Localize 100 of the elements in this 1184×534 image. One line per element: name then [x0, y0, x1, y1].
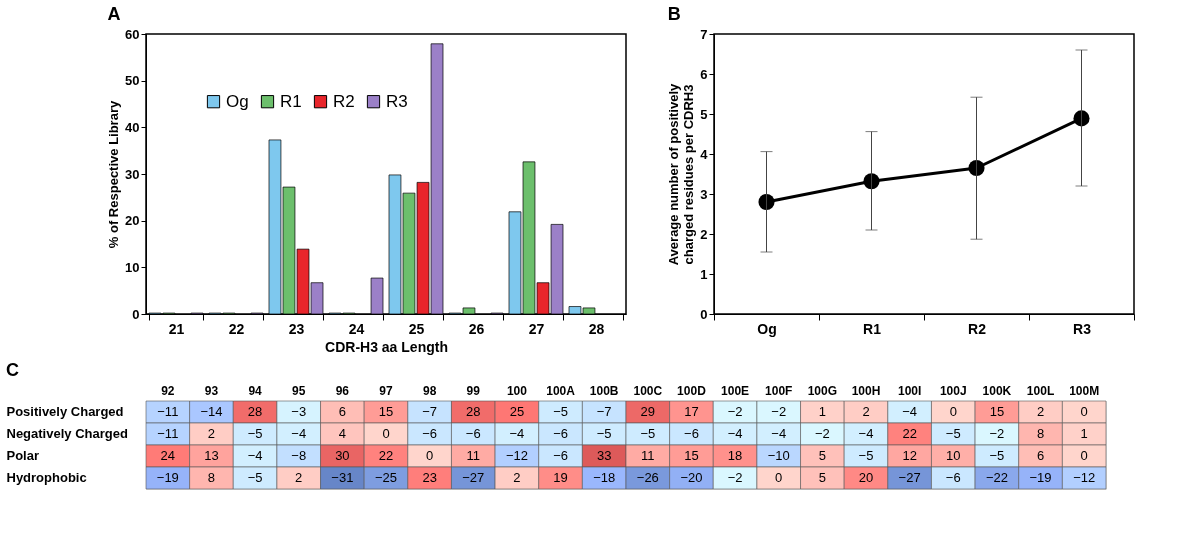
y-axis-title: % of Respective Library: [106, 100, 122, 249]
data-label: −22: [985, 470, 1008, 485]
data-label: −18: [593, 470, 616, 485]
data-label: 17: [684, 404, 699, 419]
x-tick-label: R1: [863, 320, 882, 337]
data-label: −5: [945, 426, 961, 441]
data-label: 0: [382, 426, 390, 441]
data-label: 15: [378, 404, 394, 419]
x-tick-label: 100H: [851, 383, 881, 398]
x-tick-label: 99: [466, 383, 481, 398]
x-tick-label: 93: [204, 383, 219, 398]
y-tick-label: 20: [125, 213, 140, 229]
y-tick-label: Polar: [6, 448, 40, 463]
data-label: −3: [291, 404, 307, 419]
data-label: −5: [858, 448, 874, 463]
data-label: 1: [818, 404, 826, 419]
data-label: −8: [291, 448, 307, 463]
data-label: 0: [1080, 448, 1088, 463]
data-label: 2: [295, 470, 303, 485]
data-label: −6: [945, 470, 961, 485]
data-label: 23: [422, 470, 437, 485]
data-label: 2: [862, 404, 870, 419]
data-label: −2: [727, 470, 743, 485]
data-label: 30: [335, 448, 350, 463]
data-label: −19: [156, 470, 179, 485]
x-tick-label: 97: [379, 383, 393, 398]
data-label: 8: [1036, 426, 1045, 441]
data-label: 33: [596, 448, 612, 463]
y-tick-label: 4: [700, 146, 709, 162]
data-label: −5: [596, 426, 612, 441]
x-tick-label: 26: [468, 320, 485, 337]
x-tick-label: 23: [288, 320, 305, 337]
data-label: −5: [989, 448, 1005, 463]
x-tick-label: 94: [248, 383, 263, 398]
data-label: 0: [775, 470, 783, 485]
data-label: −31: [331, 470, 354, 485]
data-label: 18: [727, 448, 743, 463]
data-label: 4: [338, 426, 346, 441]
data-label: −2: [989, 426, 1005, 441]
y-tick-label: 1: [700, 266, 708, 282]
data-label: −2: [727, 404, 743, 419]
data-label: −5: [247, 470, 263, 485]
x-tick-label: 96: [335, 383, 350, 398]
y-tick-label: 6: [700, 66, 708, 82]
y-tick-label: 5: [700, 106, 708, 122]
x-tick-label: 21: [168, 320, 185, 337]
data-label: −2: [771, 404, 787, 419]
x-tick-label: 22: [228, 320, 245, 337]
data-label: −6: [422, 426, 438, 441]
y-tick-label: 0: [132, 306, 140, 322]
data-label: 5: [818, 448, 826, 463]
data-label: −10: [767, 448, 790, 463]
data-label: 1: [1080, 426, 1088, 441]
x-tick-label: 24: [348, 320, 365, 337]
x-tick-label: 100A: [546, 383, 576, 398]
data-label: −5: [553, 404, 568, 419]
x-tick-label: Og: [757, 320, 777, 337]
x-tick-label: 100L: [1026, 383, 1055, 398]
data-label: −7: [422, 404, 438, 419]
x-tick-label: R3: [1073, 320, 1092, 337]
data-label: 24: [160, 448, 176, 463]
data-label: −6: [553, 426, 568, 441]
data-label: −5: [247, 426, 263, 441]
x-tick-label: 100C: [633, 383, 663, 398]
legend-label: Og: [226, 91, 249, 111]
data-label: −4: [509, 426, 525, 441]
data-label: 5: [818, 470, 826, 485]
data-label: 28: [466, 404, 481, 419]
data-label: 13: [204, 448, 219, 463]
y-tick-label: Positively Charged: [6, 404, 124, 419]
data-label: −12: [1073, 470, 1096, 485]
data-label: 22: [378, 448, 394, 463]
y-tick-label: Hydrophobic: [6, 470, 87, 485]
y-tick-label: 3: [700, 186, 708, 202]
data-label: −20: [680, 470, 703, 485]
legend-label: R3: [386, 91, 408, 111]
chart-title: C: [6, 360, 19, 380]
legend-label: R2: [333, 91, 355, 111]
data-label: 25: [509, 404, 525, 419]
data-label: −6: [465, 426, 481, 441]
data-label: −5: [640, 426, 656, 441]
data-label: −4: [247, 448, 263, 463]
data-label: −6: [684, 426, 699, 441]
data-label: 22: [902, 426, 917, 441]
x-axis-title: CDR-H3 aa Length: [325, 338, 448, 355]
x-tick-label: 98: [422, 383, 437, 398]
data-label: −12: [505, 448, 528, 463]
data-label: −27: [898, 470, 921, 485]
x-tick-label: 28: [588, 320, 605, 337]
x-tick-label: 100G: [807, 383, 838, 398]
data-label: −25: [374, 470, 398, 485]
data-label: −4: [858, 426, 874, 441]
data-label: 19: [553, 470, 568, 485]
y-tick-label: 10: [125, 259, 140, 275]
data-label: 28: [247, 404, 263, 419]
y-axis-title: Average number of positively charged residues per CDRH3: [666, 82, 697, 266]
y-tick-label: Negatively Charged: [6, 426, 128, 441]
data-label: 12: [902, 448, 917, 463]
legend-label: R1: [280, 91, 302, 111]
x-tick-label: 100F: [765, 383, 793, 398]
